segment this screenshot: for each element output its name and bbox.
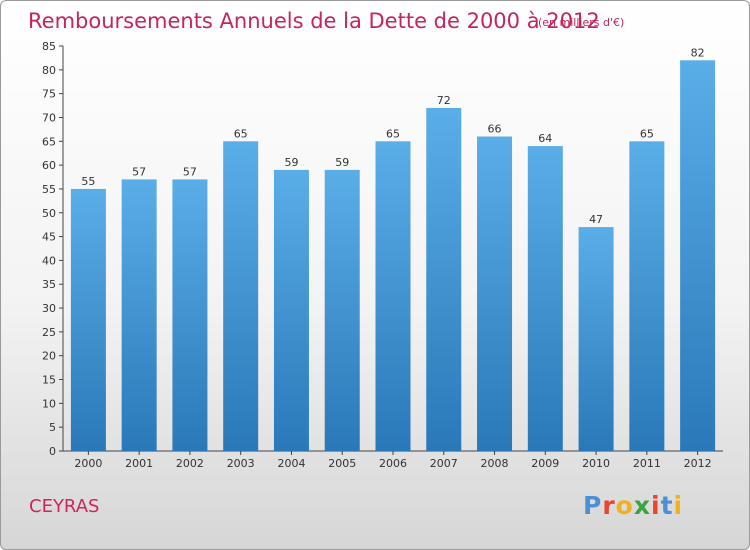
x-tick-label: 2009 xyxy=(531,457,559,470)
y-tick-label: 80 xyxy=(42,64,56,77)
bar xyxy=(680,60,716,451)
bar xyxy=(426,107,462,452)
bar-value-label: 65 xyxy=(234,127,248,140)
x-tick-label: 2004 xyxy=(277,457,305,470)
y-tick-label: 25 xyxy=(42,326,56,339)
bar-value-label: 72 xyxy=(437,94,451,107)
y-tick-label: 0 xyxy=(49,445,56,458)
x-tick-label: 2011 xyxy=(633,457,661,470)
bar xyxy=(375,141,411,451)
x-tick-label: 2006 xyxy=(379,457,407,470)
y-tick-label: 40 xyxy=(42,254,56,267)
x-tick-label: 2007 xyxy=(430,457,458,470)
y-tick-label: 65 xyxy=(42,135,56,148)
bar-value-label: 82 xyxy=(691,46,705,59)
x-tick-label: 2003 xyxy=(227,457,255,470)
y-tick-label: 20 xyxy=(42,350,56,363)
y-tick-label: 45 xyxy=(42,231,56,244)
y-tick-label: 85 xyxy=(42,40,56,53)
bar-value-label: 57 xyxy=(183,165,197,178)
chart-unit: (en milliers d'€) xyxy=(538,16,625,29)
bar xyxy=(527,146,563,451)
x-tick-label: 2005 xyxy=(328,457,356,470)
bar-value-label: 59 xyxy=(335,156,349,169)
y-tick-label: 35 xyxy=(42,278,56,291)
y-tick-label: 15 xyxy=(42,374,56,387)
bar-value-label: 64 xyxy=(538,132,552,145)
x-tick-label: 2000 xyxy=(74,457,102,470)
bar-value-label: 55 xyxy=(81,175,95,188)
bar xyxy=(578,227,614,451)
y-tick-label: 75 xyxy=(42,88,56,101)
y-tick-label: 10 xyxy=(42,397,56,410)
bar-value-label: 65 xyxy=(386,127,400,140)
x-tick-label: 2010 xyxy=(582,457,610,470)
y-tick-label: 50 xyxy=(42,207,56,220)
x-tick-label: 2008 xyxy=(481,457,509,470)
bar-value-label: 65 xyxy=(640,127,654,140)
bar xyxy=(70,188,106,452)
bar xyxy=(121,179,157,452)
chart-title: Remboursements Annuels de la Dette de 20… xyxy=(28,9,600,33)
bar-value-label: 47 xyxy=(589,213,603,226)
y-tick-label: 5 xyxy=(49,421,56,434)
bar xyxy=(324,169,360,451)
bar xyxy=(477,136,513,451)
y-tick-label: 60 xyxy=(42,159,56,172)
x-tick-label: 2002 xyxy=(176,457,204,470)
bar-value-label: 66 xyxy=(488,123,502,136)
y-tick-label: 55 xyxy=(42,183,56,196)
x-tick-label: 2001 xyxy=(125,457,153,470)
x-tick-label: 2012 xyxy=(684,457,712,470)
bar-value-label: 59 xyxy=(284,156,298,169)
bar xyxy=(629,141,665,451)
bar xyxy=(273,169,309,451)
proxiti-logo: Proxiti xyxy=(583,491,684,520)
bar xyxy=(223,141,259,451)
y-tick-label: 30 xyxy=(42,302,56,315)
city-name: CEYRAS xyxy=(29,496,100,517)
y-tick-label: 70 xyxy=(42,111,56,124)
bar xyxy=(172,179,208,452)
bar-value-label: 57 xyxy=(132,165,146,178)
